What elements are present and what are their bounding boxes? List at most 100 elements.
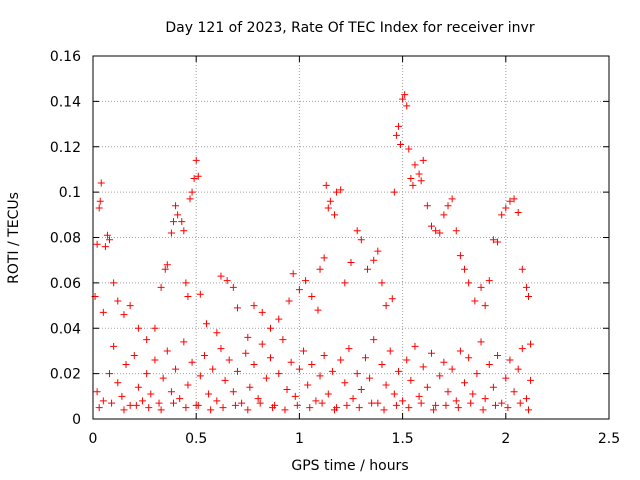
data-point (289, 270, 297, 278)
data-point (477, 283, 485, 291)
data-point (108, 399, 116, 407)
y-tick-label: 0.14 (50, 94, 81, 110)
data-point (322, 181, 330, 189)
data-point (343, 401, 351, 409)
data-point (314, 306, 322, 314)
data-points (91, 91, 535, 414)
data-point (394, 367, 402, 375)
data-point (364, 265, 372, 273)
data-point (516, 399, 524, 407)
data-point (238, 399, 246, 407)
data-point (304, 381, 312, 389)
x-tick-label: 2.5 (598, 431, 620, 447)
data-point (341, 379, 349, 387)
data-point (233, 304, 241, 312)
data-point (192, 156, 200, 164)
data-point (139, 397, 147, 405)
data-point (244, 406, 252, 414)
data-point (120, 406, 128, 414)
data-point (477, 338, 485, 346)
data-point (518, 345, 526, 353)
data-point (405, 145, 413, 153)
data-point (357, 386, 365, 394)
data-point (514, 365, 522, 373)
data-point (229, 283, 237, 291)
data-point (494, 238, 502, 246)
data-point (302, 277, 310, 285)
data-point (417, 177, 425, 185)
y-tick-label: 0.1 (59, 185, 81, 201)
data-point (157, 283, 165, 291)
data-point (502, 374, 510, 382)
x-tick-label: 0.5 (185, 431, 207, 447)
data-point (448, 195, 456, 203)
data-point (151, 356, 159, 364)
data-point (308, 361, 316, 369)
data-point (114, 297, 122, 305)
data-point (353, 227, 361, 235)
data-point (456, 252, 464, 260)
data-point (167, 229, 175, 237)
data-point (469, 390, 477, 398)
data-point (382, 302, 390, 310)
data-point (366, 374, 374, 382)
data-point (225, 356, 233, 364)
data-point (357, 236, 365, 244)
data-point (242, 349, 250, 357)
data-point (157, 406, 165, 414)
data-point (163, 347, 171, 355)
data-point (347, 258, 355, 266)
data-point (130, 351, 138, 359)
axis-ticks (92, 55, 610, 420)
data-point (318, 399, 326, 407)
data-point (93, 240, 101, 248)
data-point (471, 297, 479, 305)
data-point (174, 211, 182, 219)
data-point (287, 358, 295, 366)
data-point (525, 292, 533, 300)
data-point (180, 338, 188, 346)
data-point (250, 302, 258, 310)
data-point (417, 399, 425, 407)
data-point (370, 336, 378, 344)
data-point (219, 404, 227, 412)
data-point (233, 367, 241, 375)
data-point (172, 202, 180, 210)
data-point (229, 388, 237, 396)
y-tick-label: 0.12 (50, 140, 81, 156)
data-point (254, 395, 262, 403)
data-point (337, 186, 345, 194)
data-point (213, 329, 221, 337)
data-point (522, 283, 530, 291)
data-point (337, 356, 345, 364)
data-point (122, 361, 130, 369)
data-point (392, 131, 400, 139)
data-point (485, 277, 493, 285)
data-point (316, 372, 324, 380)
data-point (300, 347, 308, 355)
data-point (479, 406, 487, 414)
data-point (498, 211, 506, 219)
data-point (326, 197, 334, 205)
data-point (436, 372, 444, 380)
data-point (388, 295, 396, 303)
data-point (454, 404, 462, 412)
data-point (382, 381, 390, 389)
data-point (427, 222, 435, 230)
data-point (330, 211, 338, 219)
data-point (106, 370, 114, 378)
data-point (390, 188, 398, 196)
data-point (349, 395, 357, 403)
data-point (423, 202, 431, 210)
x-axis-label: GPS time / hours (291, 458, 408, 474)
x-tick-label: 1 (295, 431, 304, 447)
data-point (190, 175, 198, 183)
y-tick-label: 0.02 (50, 367, 81, 383)
data-point (392, 401, 400, 409)
data-point (489, 236, 497, 244)
data-point (452, 227, 460, 235)
data-point (169, 218, 177, 226)
data-point (223, 277, 231, 285)
data-point (397, 140, 405, 148)
data-point (378, 279, 386, 287)
